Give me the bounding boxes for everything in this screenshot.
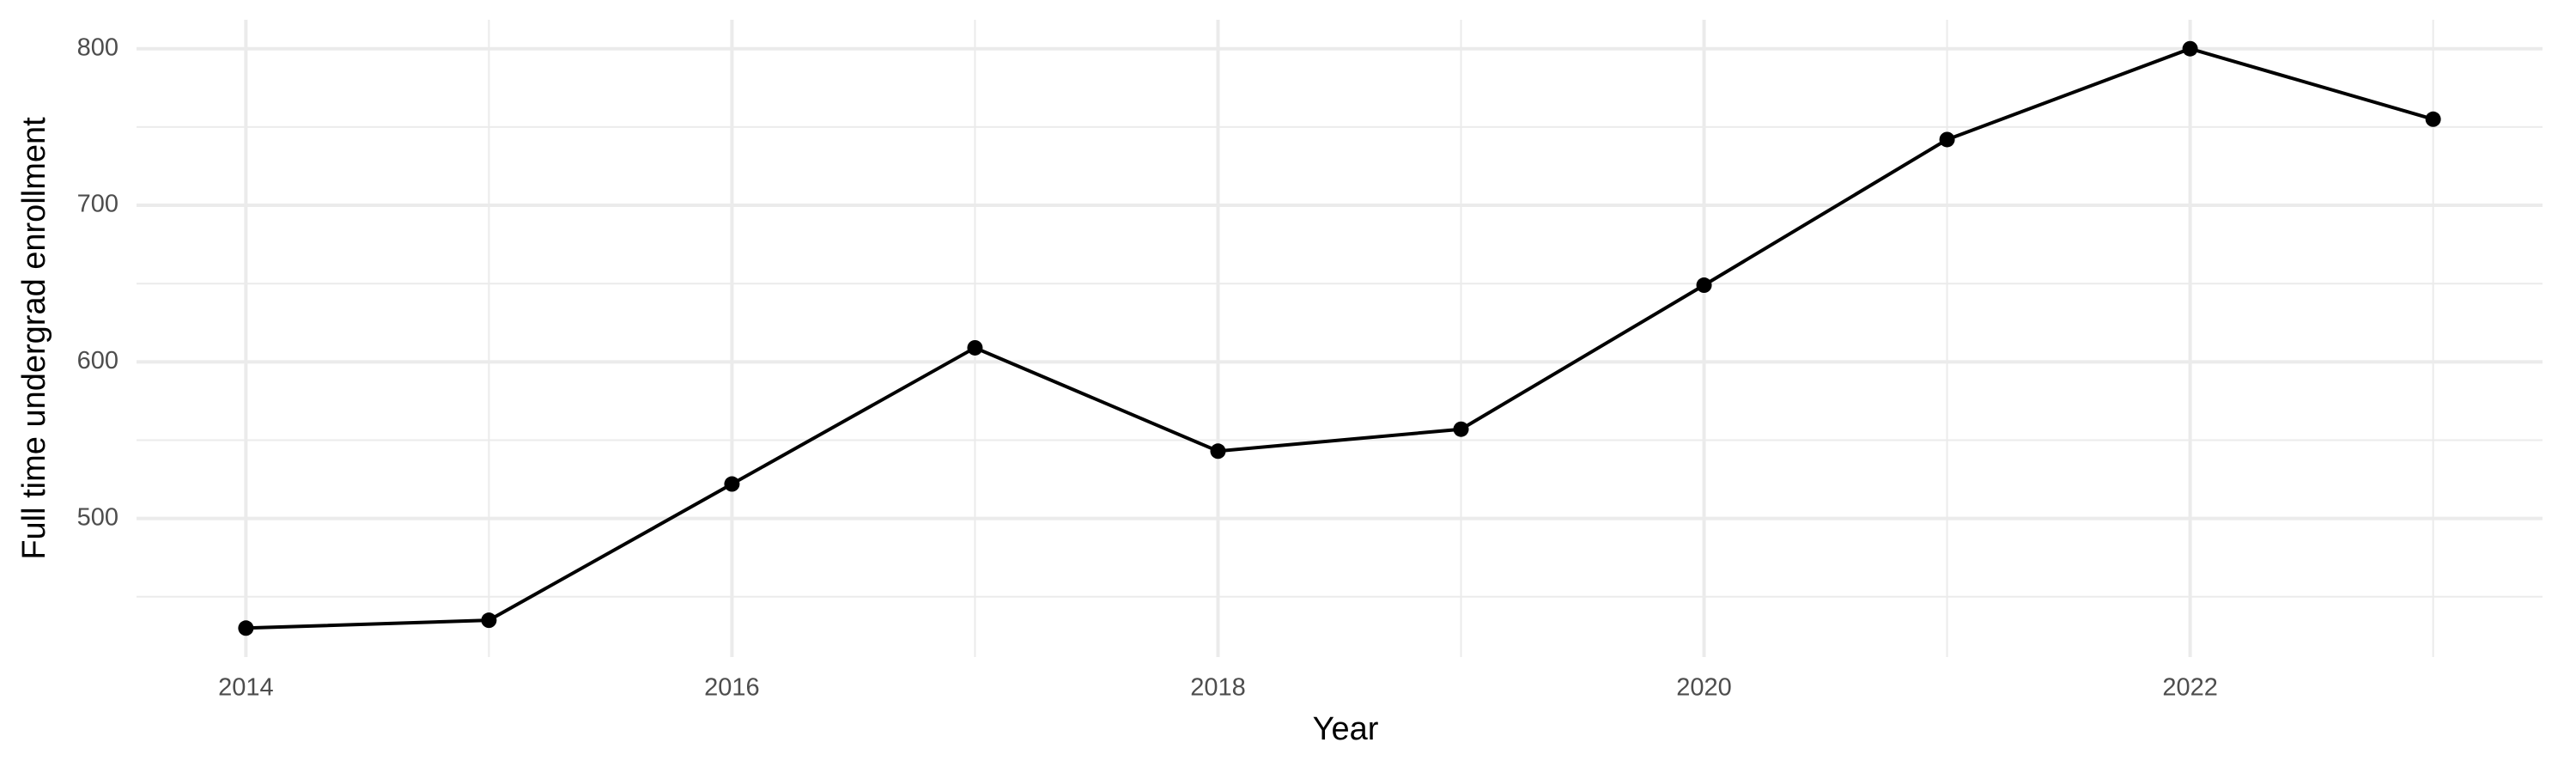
point [481,612,497,629]
y-tick-label: 600 [77,347,118,374]
y-tick-label: 700 [77,191,118,218]
point [1696,277,1712,294]
y-tick-label: 500 [77,503,118,531]
point [1453,421,1469,437]
x-tick-label: 2020 [1676,674,1732,702]
line [246,46,2434,630]
y-axis-title: Full time undergrad enrollment [16,117,52,560]
y-tick-label: 800 [77,33,118,61]
point [238,620,254,636]
point [967,339,983,356]
point [724,476,740,492]
x-tick-label: 2016 [704,674,760,702]
x-tick-label: 2014 [218,674,274,702]
point [2425,111,2441,127]
x-tick-label: 2022 [2162,674,2218,702]
point [1210,443,1226,460]
point [1939,131,1955,148]
x-tick-label: 2018 [1190,674,1246,702]
x-axis-title: Year [1313,711,1379,747]
point [2182,40,2198,57]
